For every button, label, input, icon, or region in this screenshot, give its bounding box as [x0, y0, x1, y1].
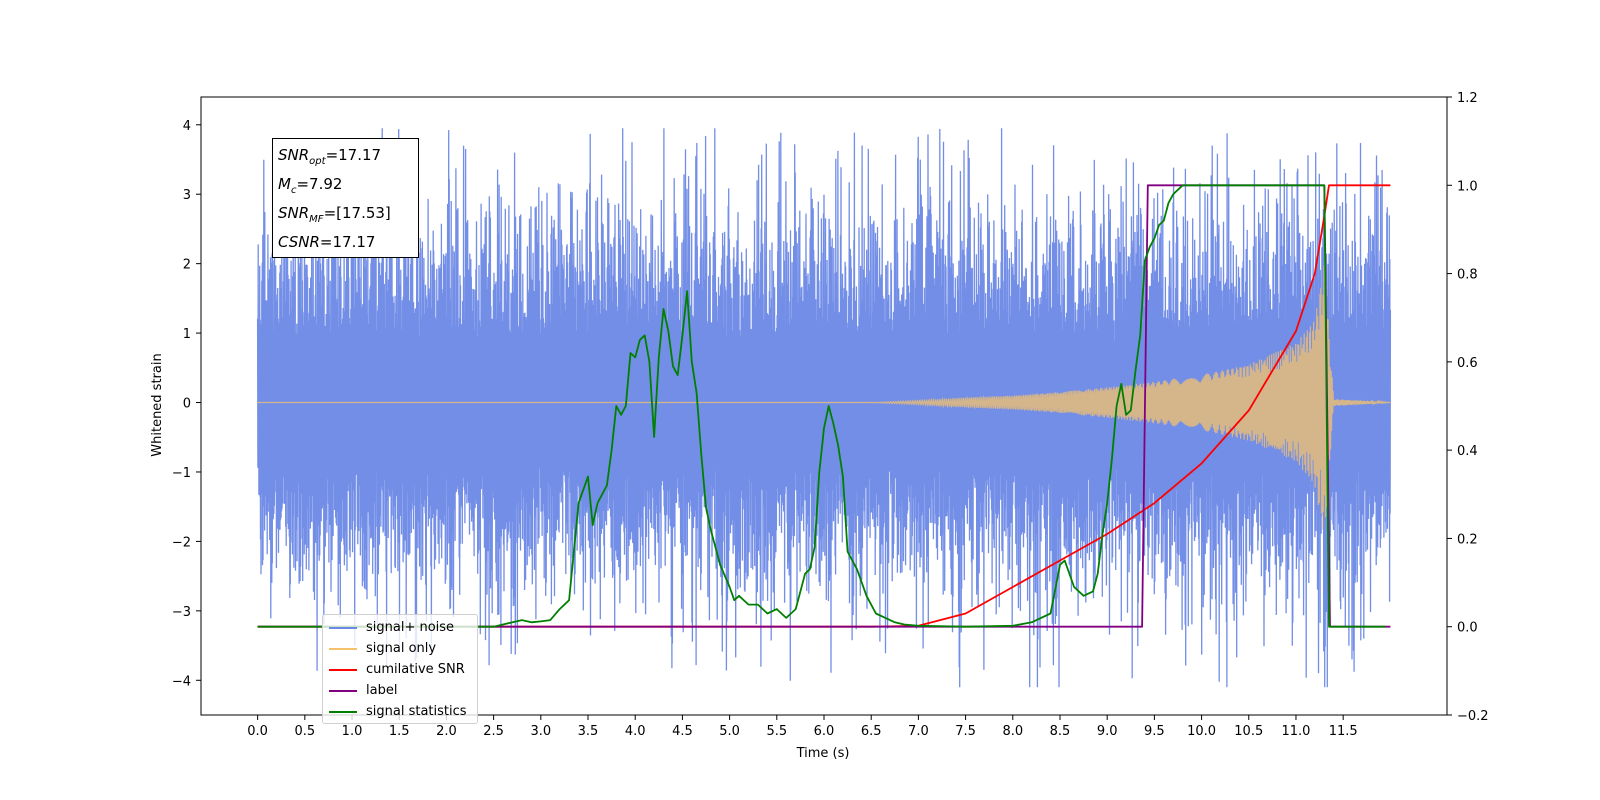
- x-tick-label: 7.0: [908, 724, 929, 739]
- x-tick-label: 10.5: [1234, 724, 1263, 739]
- y-left-tick-label: 4: [183, 119, 191, 134]
- x-tick-label: 10.0: [1187, 724, 1216, 739]
- x-tick-label: 5.0: [719, 724, 740, 739]
- snr-mf-line: SNRMF=[17.53]: [278, 204, 391, 225]
- legend-item: cumilative SNR: [323, 660, 477, 681]
- legend-item: signal statistics: [323, 702, 477, 723]
- legend-item: label: [323, 681, 477, 702]
- series-signal-statistics: [257, 184, 1386, 628]
- x-tick-label: 5.5: [766, 724, 787, 739]
- legend-swatch: [329, 690, 357, 692]
- legend-item: signal+ noise: [323, 618, 477, 639]
- y-left-tick-label: 3: [183, 188, 191, 203]
- legend-label: label: [366, 683, 398, 698]
- csnr-line: CSNR=17.17: [278, 233, 376, 251]
- y-left-tick-label: 0: [183, 397, 191, 412]
- y-right-tick-label: −0.2: [1457, 709, 1489, 724]
- x-tick-label: 4.5: [672, 724, 693, 739]
- x-tick-label: 6.0: [814, 724, 835, 739]
- chirp-mass-line: Mc=7.92: [278, 175, 343, 196]
- legend-label: cumilative SNR: [366, 662, 465, 677]
- x-tick-label: 11.5: [1329, 724, 1358, 739]
- x-axis-label: Time (s): [796, 746, 850, 761]
- legend-swatch: [329, 669, 357, 671]
- series-signal-only: [257, 266, 1391, 530]
- legend-item: signal only: [323, 639, 477, 660]
- x-tick-label: 1.5: [389, 724, 410, 739]
- y-left-tick-label: −2: [172, 535, 191, 550]
- y-axis-label: Whitened strain: [150, 353, 165, 456]
- legend-swatch: [329, 711, 357, 713]
- x-tick-label: 9.0: [1097, 724, 1118, 739]
- y-right-tick-label: 0.0: [1457, 621, 1478, 636]
- y-right-tick-label: 1.0: [1457, 179, 1478, 194]
- y-right-tick-label: 0.8: [1457, 268, 1478, 283]
- x-tick-label: 1.0: [342, 724, 363, 739]
- x-tick-label: 9.5: [1144, 724, 1165, 739]
- x-tick-label: 8.5: [1050, 724, 1071, 739]
- y-left-tick-label: −3: [172, 605, 191, 620]
- series-signal-noise: [256, 128, 1392, 688]
- y-left-tick-label: 2: [183, 258, 191, 273]
- series-cumilative-snr: [257, 184, 1391, 628]
- x-tick-label: 0.0: [247, 724, 268, 739]
- y-left-tick-label: −4: [172, 674, 191, 689]
- x-tick-label: 11.0: [1281, 724, 1310, 739]
- data-group: [256, 128, 1392, 688]
- y-right-tick-label: 1.2: [1457, 91, 1478, 106]
- snr-opt-line: SNRopt=17.17: [278, 146, 382, 167]
- ticks-group: 0.0 0.5 1.0 1.5 2.0 2.5 3.0 3.5 4.0 4.5 5.0 5.5 6.0 6…: [172, 91, 1489, 739]
- x-tick-label: 4.0: [625, 724, 646, 739]
- legend: signal+ noise signal only cumilative SNR la…: [322, 614, 478, 724]
- x-tick-label: 8.0: [1002, 724, 1023, 739]
- legend-swatch: [329, 648, 357, 650]
- y-right-tick-label: 0.4: [1457, 444, 1478, 459]
- x-tick-label: 6.5: [861, 724, 882, 739]
- stats-annotation-box: SNRopt=17.17 Mc=7.92 SNRMF=[17.53] CSNR=…: [272, 138, 419, 258]
- legend-label: signal only: [366, 641, 437, 656]
- y-right-tick-label: 0.6: [1457, 356, 1478, 371]
- x-tick-label: 3.0: [530, 724, 551, 739]
- x-tick-label: 0.5: [294, 724, 315, 739]
- x-tick-label: 2.0: [436, 724, 457, 739]
- legend-label: signal+ noise: [366, 620, 455, 635]
- x-tick-label: 7.5: [955, 724, 976, 739]
- legend-label: signal statistics: [366, 704, 467, 719]
- x-tick-label: 2.5: [483, 724, 504, 739]
- legend-swatch: [329, 627, 357, 629]
- y-left-tick-label: −1: [172, 466, 191, 481]
- y-left-tick-label: 1: [183, 327, 191, 342]
- y-right-tick-label: 0.2: [1457, 532, 1478, 547]
- x-tick-label: 3.5: [578, 724, 599, 739]
